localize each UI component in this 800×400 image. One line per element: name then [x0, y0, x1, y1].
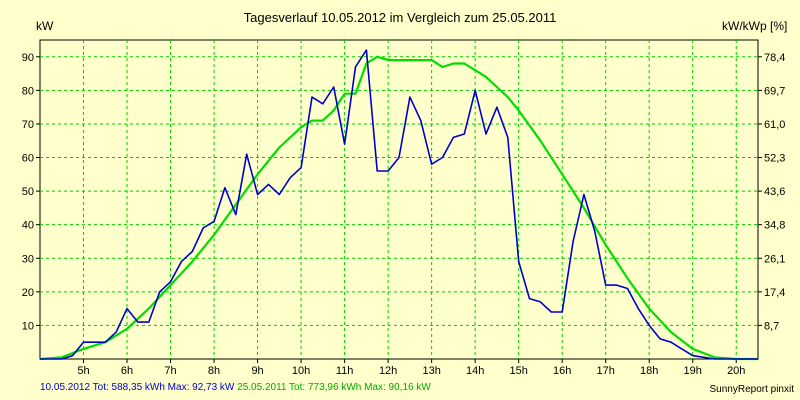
chart-title: Tagesverlauf 10.05.2012 im Vergleich zum… — [244, 10, 557, 25]
y-tick-label-left: 80 — [22, 85, 34, 97]
y-tick-label-left: 20 — [22, 287, 34, 299]
x-tick-label: 5h — [77, 365, 89, 377]
y-tick-label-right: 69,7 — [764, 85, 785, 97]
y-tick-label-right: 34,8 — [764, 220, 785, 232]
footer-series-2011: 25.05.2011 Tot: 773,96 kWh Max: 90,16 kW — [237, 382, 431, 393]
y-tick-label-right: 61,0 — [764, 119, 785, 131]
y-axis-label-left: kW — [36, 19, 54, 33]
y-tick-label-left: 70 — [22, 119, 34, 131]
x-tick-label: 16h — [553, 365, 571, 377]
x-tick-label: 14h — [466, 365, 484, 377]
footer-summary: 10.05.2012 Tot: 588,35 kWh Max: 92,73 kW… — [40, 382, 431, 393]
y-tick-label-right: 52,3 — [764, 153, 785, 165]
y-axis-ticks-left: 10 20 30 40 50 60 70 80 90 — [22, 52, 40, 332]
x-tick-label: 19h — [684, 365, 702, 377]
grid — [40, 40, 758, 359]
x-axis-ticks: 5h 6h 7h 8h 9h 10h 11h 12h 13h 14h 15h 16h 17h 18h 19h… — [77, 359, 745, 377]
y-tick-label-right: 26,1 — [764, 253, 785, 265]
y-tick-label-left: 30 — [22, 253, 34, 265]
x-tick-label: 18h — [640, 365, 658, 377]
y-tick-label-right: 43,6 — [764, 186, 785, 198]
y-tick-label-right: 78,4 — [764, 52, 785, 64]
x-tick-label: 6h — [121, 365, 133, 377]
y-tick-label-left: 60 — [22, 153, 34, 165]
x-tick-label: 7h — [164, 365, 176, 377]
x-tick-label: 9h — [251, 365, 263, 377]
y-tick-label-right: 8,7 — [764, 320, 779, 332]
x-tick-label: 12h — [379, 365, 397, 377]
x-tick-label: 20h — [727, 365, 745, 377]
series-line-2011 — [39, 55, 758, 361]
x-tick-label: 11h — [336, 365, 354, 377]
x-tick-label: 8h — [208, 365, 220, 377]
y-tick-label-left: 40 — [22, 220, 34, 232]
y-tick-label-left: 50 — [22, 186, 34, 198]
x-tick-label: 17h — [597, 365, 615, 377]
series-lines — [39, 49, 758, 361]
plot-area — [39, 39, 759, 360]
footer-series-2012: 10.05.2012 Tot: 588,35 kWh Max: 92,73 kW — [40, 382, 235, 393]
y-axis-label-right: kW/kWp [%] — [722, 19, 787, 33]
series-line-2012 — [40, 49, 758, 360]
x-tick-label: 10h — [292, 365, 310, 377]
y-tick-label-left: 10 — [22, 320, 34, 332]
y-axis-ticks-right: 8,7 17,4 26,1 34,8 43,6 52,3 61,0 69,7 78,4 — [758, 52, 785, 332]
y-tick-label-right: 17,4 — [764, 287, 785, 299]
x-tick-label: 13h — [422, 365, 440, 377]
x-tick-label: 15h — [509, 365, 527, 377]
footer-credit: SunnyReport pinxit — [709, 384, 795, 395]
y-tick-label-left: 90 — [22, 52, 34, 64]
